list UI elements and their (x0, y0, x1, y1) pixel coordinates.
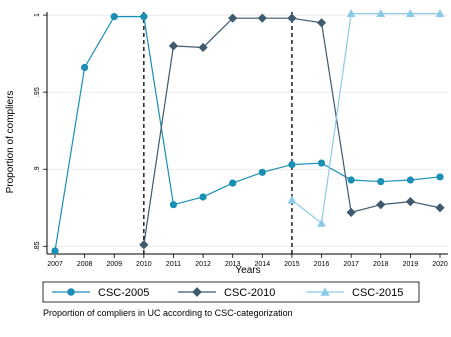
data-point (110, 13, 118, 21)
legend-item-csc-2010: CSC-2010 (178, 287, 275, 299)
plot-area (47, 12, 448, 254)
data-point (435, 9, 445, 18)
legend-item-csc-2015: CSC-2015 (306, 287, 403, 299)
data-point (377, 177, 385, 186)
data-point (406, 176, 414, 184)
x-tick-label: 2019 (403, 261, 419, 268)
data-point (376, 200, 386, 210)
reference-lines (143, 12, 293, 254)
x-tick-label: 2017 (343, 261, 359, 268)
y-tick-label: .95 (34, 87, 41, 97)
data-point (257, 13, 267, 23)
chart-note: Proportion of compliers in UC according … (43, 308, 293, 318)
data-point (199, 193, 207, 201)
legend-marker (192, 287, 202, 297)
legend-marker (320, 287, 330, 296)
x-tick-label: 2008 (77, 261, 93, 268)
data-point (229, 179, 237, 187)
data-point (287, 13, 297, 23)
data-point (347, 176, 355, 184)
data-point (346, 9, 356, 18)
y-tick-label: .85 (34, 241, 41, 251)
data-point (346, 207, 356, 217)
x-axis-label: Years (235, 265, 260, 276)
data-point (168, 41, 179, 51)
x-tick-label: 2016 (314, 261, 330, 268)
x-tick-label: 2013 (225, 261, 241, 268)
series-line (54, 16, 441, 252)
data-point (287, 195, 297, 204)
legend-item-csc-2005: CSC-2005 (52, 287, 149, 299)
data-point (288, 160, 296, 169)
series-group (51, 9, 445, 255)
legend-marker (67, 288, 75, 296)
tick-labels: .85 .9 .95 1 2007 2008 2009 2010 2011 2012 2013 201… (34, 13, 448, 268)
data-point (317, 218, 326, 227)
x-tick-label: 2015 (284, 261, 300, 268)
data-point (316, 18, 327, 28)
data-point (228, 13, 238, 23)
data-point (405, 9, 415, 18)
legend-label: CSC-2010 (224, 287, 275, 299)
legend-label: CSC-2015 (352, 287, 403, 299)
x-tick-label: 2009 (106, 261, 122, 268)
y-tick-label: 1 (34, 13, 41, 17)
x-tick-label: 2018 (373, 261, 389, 268)
series-csc-2010 (139, 13, 445, 250)
data-point (169, 201, 178, 209)
axes (43, 12, 448, 258)
x-tick-label: 2020 (432, 261, 448, 268)
y-axis-label: Proportion of compliers (5, 91, 16, 194)
data-point (376, 9, 386, 18)
x-tick-label: 2011 (166, 261, 181, 268)
data-point (435, 203, 445, 213)
data-point (198, 42, 208, 53)
data-point (258, 168, 266, 176)
series-line (291, 12, 440, 225)
legend-box (42, 281, 420, 303)
x-tick-label: 2014 (255, 261, 271, 268)
series-csc-2015 (287, 9, 445, 227)
legend-label: CSC-2005 (98, 287, 149, 299)
x-tick-label: 2010 (136, 261, 152, 268)
x-tick-label: 2007 (47, 261, 63, 268)
data-point (317, 159, 326, 167)
data-point (139, 240, 149, 250)
x-tick-label: 2012 (195, 261, 211, 268)
data-point (405, 196, 415, 207)
y-tick-label: .9 (34, 166, 41, 172)
series-csc-2005 (51, 13, 444, 255)
data-point (436, 173, 444, 181)
legend: CSC-2005 CSC-2010 CSC-2015 (42, 281, 420, 303)
data-point (140, 13, 148, 21)
data-point (81, 63, 89, 72)
data-point (51, 247, 59, 255)
